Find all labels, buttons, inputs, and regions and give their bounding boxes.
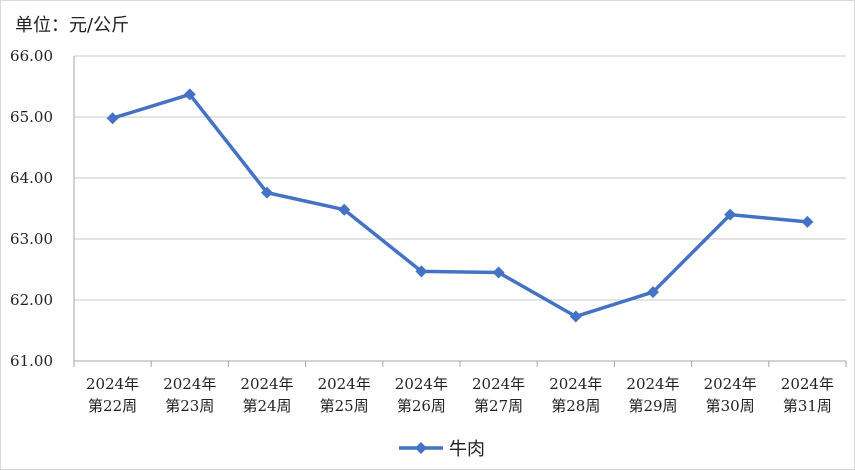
x-tick-label: 第23周: [165, 397, 214, 415]
x-tick-label: 2024年: [781, 375, 834, 393]
x-tick-label: 2024年: [549, 375, 602, 393]
data-point-marker: [338, 203, 351, 216]
x-tick-label: 2024年: [704, 375, 757, 393]
legend-label: 牛肉: [449, 439, 485, 460]
legend-marker: [415, 442, 427, 454]
data-point-marker: [724, 208, 737, 221]
y-tick-label: 62.00: [10, 291, 53, 309]
data-point-marker: [183, 88, 196, 101]
y-tick-label: 61.00: [10, 352, 53, 370]
x-tick-label: 第25周: [320, 397, 369, 415]
x-tick-label: 第24周: [242, 397, 291, 415]
y-tick-label: 65.00: [10, 108, 53, 126]
x-tick-label: 第31周: [783, 397, 832, 415]
data-point-marker: [569, 310, 582, 323]
x-tick-label: 2024年: [626, 375, 679, 393]
y-tick-label: 66.00: [10, 47, 53, 65]
x-tick-label: 第27周: [474, 397, 523, 415]
series-line: [112, 92, 808, 319]
data-point-marker: [106, 112, 119, 125]
data-point-marker: [261, 186, 273, 199]
x-tick-label: 第30周: [706, 397, 755, 415]
data-point-marker: [415, 265, 428, 278]
y-tick-label: 64.00: [10, 169, 53, 187]
unit-label: 单位：元/公斤: [15, 15, 130, 36]
data-point-marker: [492, 266, 505, 279]
data-point-marker: [801, 215, 814, 228]
x-tick-label: 2024年: [318, 375, 371, 393]
y-tick-label: 63.00: [10, 230, 53, 248]
data-point-marker: [647, 286, 659, 299]
x-tick-label: 2024年: [163, 375, 216, 393]
x-tick-label: 第29周: [628, 397, 677, 415]
x-tick-label: 2024年: [395, 375, 448, 393]
x-tick-label: 2024年: [240, 375, 293, 393]
x-tick-label: 第26周: [397, 397, 446, 415]
x-tick-label: 2024年: [86, 375, 139, 393]
x-tick-label: 第22周: [88, 397, 137, 415]
x-tick-label: 第28周: [551, 397, 600, 415]
x-tick-label: 2024年: [472, 375, 525, 393]
